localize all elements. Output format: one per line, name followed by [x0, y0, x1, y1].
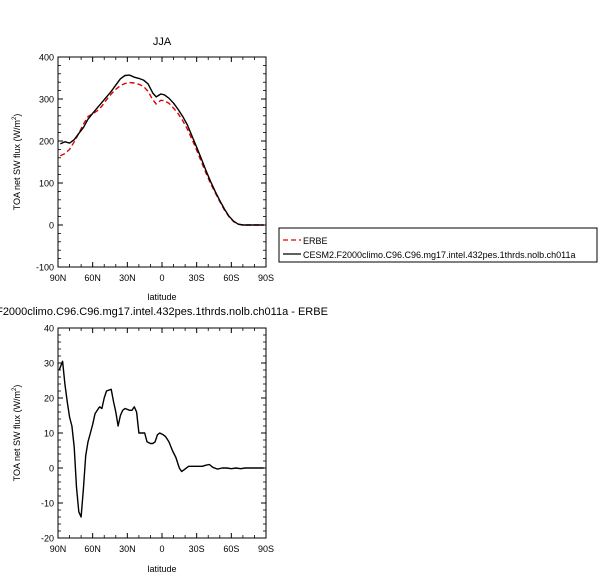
bottom-y-axis-label-main: TOA net SW flux (W/m [12, 391, 22, 481]
top-x-tick-label: 90S [258, 273, 274, 283]
bottom-y-tick-label: -20 [41, 534, 54, 544]
bottom-plot-frame [57, 327, 267, 539]
top-y-tick-label: 100 [39, 179, 54, 189]
bottom-y-tick-label: 0 [49, 464, 54, 474]
bottom-y-tick-label: 20 [44, 394, 54, 404]
top-y-axis-label: TOA net SW flux (W/m2) [12, 114, 22, 211]
bottom-x-tick-label: 60N [84, 544, 101, 554]
bottom-chart-title: F2000climo.C96.C96.mg17.intel.432pes.1th… [0, 306, 328, 318]
top-y-tick-label: -100 [36, 263, 54, 273]
top-y-tick-label: 0 [49, 221, 54, 231]
bottom-series-line-0 [58, 360, 264, 518]
legend: ERBE CESM2.F2000climo.C96.C96.mg17.intel… [278, 227, 598, 263]
bottom-x-tick-label: 0 [159, 544, 164, 554]
bottom-y-tick-label: -10 [41, 499, 54, 509]
bottom-y-axis-label-sup: 2 [12, 387, 18, 391]
bottom-y-tick-label: 10 [44, 429, 54, 439]
top-series-line-0 [60, 81, 264, 226]
bottom-series-group [58, 360, 264, 518]
top-x-axis-label: latitude [147, 292, 176, 302]
top-y-axis-label-main: TOA net SW flux (W/m [12, 120, 22, 210]
top-x-tick-label: 30N [119, 273, 136, 283]
bottom-x-axis-label: latitude [147, 564, 176, 574]
bottom-x-tick-label: 90N [50, 544, 67, 554]
top-series-line-1 [60, 74, 264, 226]
bottom-y-tick-label: 40 [44, 324, 54, 334]
top-y-ticks: -100 0 100 200 300 400 [36, 53, 266, 273]
top-y-tick-label: 400 [39, 53, 54, 63]
bottom-x-ticks: 90N 60N 30N 0 30S 60S 90S [50, 328, 274, 554]
legend-box [278, 227, 598, 263]
top-y-tick-label: 200 [39, 137, 54, 147]
bottom-x-tick-label: 30S [189, 544, 205, 554]
top-plot-frame [57, 56, 267, 268]
top-y-axis-label-tail: ) [12, 114, 22, 117]
top-x-tick-label: 60N [84, 273, 101, 283]
bottom-x-tick-label: 30N [119, 544, 136, 554]
top-y-axis-label-sup: 2 [12, 116, 18, 120]
top-chart-title: JJA [153, 36, 172, 48]
top-x-tick-label: 90N [50, 273, 67, 283]
legend-label-cesm2: CESM2.F2000climo.C96.C96.mg17.intel.432p… [303, 250, 576, 260]
bottom-x-tick-label: 90S [258, 544, 274, 554]
top-series-group [60, 74, 264, 226]
bottom-y-axis-label: TOA net SW flux (W/m2) [12, 385, 22, 482]
top-x-tick-label: 0 [159, 273, 164, 283]
top-x-tick-label: 30S [189, 273, 205, 283]
top-y-tick-label: 300 [39, 95, 54, 105]
bottom-y-ticks: -20 -10 0 10 20 30 40 [41, 324, 266, 544]
legend-label-erbe: ERBE [303, 236, 328, 246]
bottom-x-tick-label: 60S [223, 544, 239, 554]
top-x-ticks: 90N 60N 30N 0 30S 60S 90S [50, 57, 274, 283]
bottom-y-tick-label: 30 [44, 359, 54, 369]
bottom-panel: F2000climo.C96.C96.mg17.intel.432pes.1th… [0, 306, 328, 574]
bottom-y-axis-label-tail: ) [12, 385, 22, 388]
top-x-tick-label: 60S [223, 273, 239, 283]
